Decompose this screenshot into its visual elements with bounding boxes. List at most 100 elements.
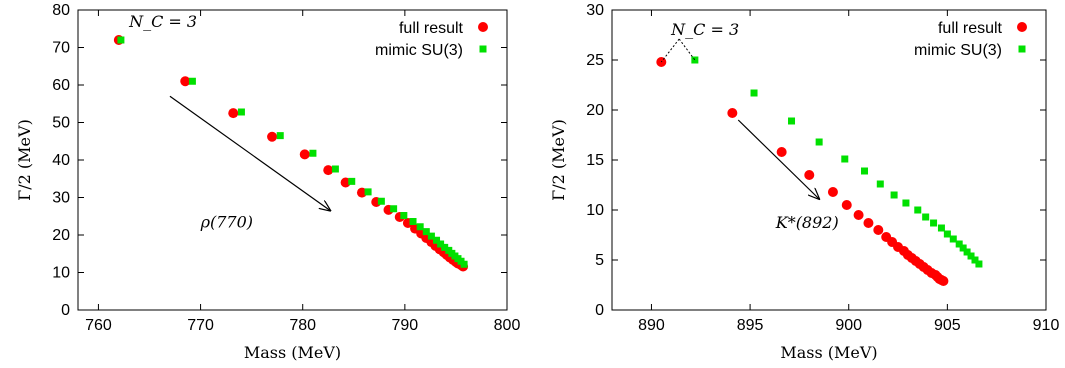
data-point-full-result [938,276,949,286]
data-point-mimic-su3 [967,252,975,260]
y-tick-label: 10 [52,265,70,282]
data-point-mimic-su3 [876,180,884,188]
y-tick-label: 30 [586,2,604,19]
data-point-full-result [299,149,310,160]
data-point-mimic-su3 [955,240,963,248]
legend-label: mimic SU(3) [375,42,463,59]
data-point-full-result [841,200,852,210]
y-tick-label: 70 [52,40,70,57]
data-point-mimic-su3 [922,213,930,221]
data-point-mimic-su3 [409,218,417,225]
series-1 [656,57,949,286]
data-point-mimic-su3 [416,223,424,231]
data-point-mimic-su3 [433,236,441,244]
data-point-mimic-su3 [427,232,435,240]
legend-label: mimic SU(3) [914,42,1002,59]
series-2 [117,36,468,268]
data-point-mimic-su3 [188,77,196,85]
data-point-full-result [228,108,239,119]
annotation-pointer [660,38,680,63]
y-tick-label: 25 [586,52,604,69]
data-point-mimic-su3 [815,138,823,146]
legend-marker-square [1018,45,1026,53]
annotation-arrow [737,119,819,199]
data-point-mimic-su3 [861,167,869,175]
data-point-mimic-su3 [437,240,445,248]
x-tick-label: 800 [494,317,521,334]
data-point-mimic-su3 [400,212,408,219]
data-point-full-result [863,218,874,228]
y-tick-label: 0 [61,302,70,319]
x-axis-label: Mass (MeV) [780,343,877,362]
data-point-full-result [180,76,191,87]
y-axis-label: Γ/2 (MeV) [549,119,568,201]
y-tick-label: 80 [52,2,70,19]
data-point-mimic-su3 [750,89,758,97]
data-point-mimic-su3 [975,260,983,268]
x-tick-label: 900 [835,317,862,334]
data-point-mimic-su3 [309,149,317,157]
annotation-label: N_C = 3 [670,20,739,39]
x-tick-label: 895 [737,317,764,334]
data-point-mimic-su3 [117,36,125,44]
y-axis-label: Γ/2 (MeV) [15,119,34,201]
data-point-mimic-su3 [943,230,951,238]
legend: full result mimic SU(3) [375,20,488,59]
x-tick-label: 790 [392,317,419,334]
data-point-mimic-su3 [902,199,910,207]
legend-label: full result [399,20,464,37]
x-tick-label: 905 [934,317,961,334]
y-tick-label: 20 [586,102,604,119]
data-point-mimic-su3 [963,248,971,256]
y-tick-label: 10 [586,202,604,219]
data-point-mimic-su3 [890,191,898,199]
chart-panel-1: 760 770 780 790 800 0 10 20 30 40 50 60 70 80 Mass (Me… [15,2,520,362]
x-tick-label: 910 [1033,317,1060,334]
annotation-arrow [169,95,330,210]
annotation-label: ρ(770) [200,213,253,232]
x-axis-label: Mass (MeV) [244,343,341,362]
data-point-mimic-su3 [237,108,245,116]
data-point-mimic-su3 [971,256,979,264]
x-tick-label: 780 [289,317,316,334]
data-point-full-result [804,170,815,180]
data-point-mimic-su3 [949,235,957,243]
data-point-full-result [267,131,278,142]
data-point-mimic-su3 [841,155,849,163]
data-point-mimic-su3 [691,56,699,64]
data-point-full-result [827,187,838,197]
y-tick-label: 0 [595,302,604,319]
data-point-full-result [727,108,738,118]
annotation-label: N_C = 3 [128,12,197,31]
data-point-mimic-su3 [460,260,468,268]
data-point-mimic-su3 [959,244,967,252]
legend-label: full result [938,20,1003,37]
series-2 [691,56,983,268]
data-point-mimic-su3 [364,188,372,196]
annotation-label: K*(892) [775,213,839,232]
data-point-full-result [356,187,367,198]
y-tick-label: 30 [52,190,70,207]
data-point-mimic-su3 [348,177,356,185]
y-tick-label: 20 [52,227,70,244]
annotation-pointer [678,38,696,61]
series-1 [113,35,469,272]
data-point-mimic-su3 [930,219,938,227]
data-point-full-result [873,225,884,235]
data-point-mimic-su3 [331,165,339,173]
data-point-full-result [776,147,787,157]
data-point-mimic-su3 [276,132,284,140]
data-point-mimic-su3 [441,243,449,251]
x-tick-label: 760 [85,317,112,334]
x-tick-label: 890 [638,317,665,334]
legend-marker-circle [478,22,488,32]
data-point-mimic-su3 [937,224,945,232]
chart-panel-2: 890 895 900 905 910 0 5 10 15 20 25 30 Mass (MeV) Γ/2… [549,2,1059,362]
data-point-full-result [340,177,351,188]
data-point-mimic-su3 [390,205,398,213]
y-tick-label: 5 [595,252,604,269]
data-point-full-result [853,210,864,220]
y-tick-label: 40 [52,152,70,169]
data-point-mimic-su3 [377,197,385,205]
legend: full result mimic SU(3) [914,20,1027,59]
